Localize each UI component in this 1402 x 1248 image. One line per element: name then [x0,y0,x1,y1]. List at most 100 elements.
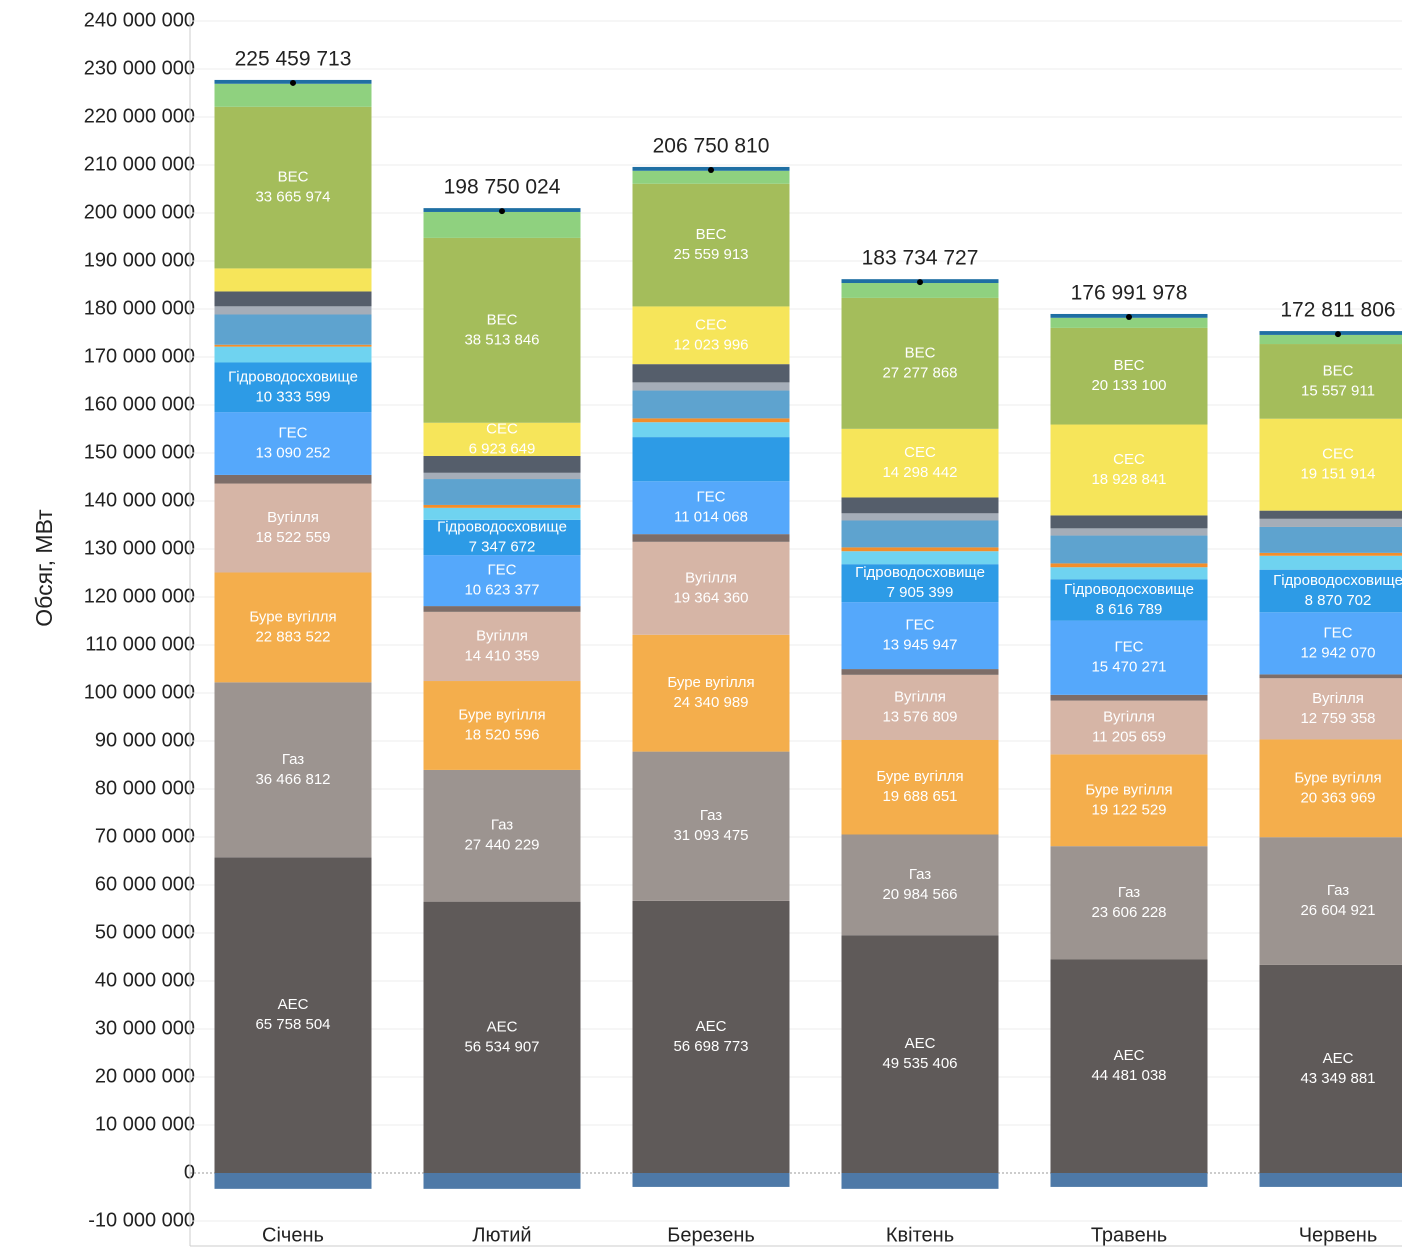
bar-segment [214,346,372,363]
y-tick-label: 210 000 000 [84,153,195,175]
bar-segment [841,739,999,835]
y-tick-label: 160 000 000 [84,393,195,415]
segment-value: 12 942 070 [1300,644,1375,661]
bar-segment [841,1173,999,1189]
bar-segment [632,534,790,542]
y-tick-label: 200 000 000 [84,201,195,223]
segment-value: 20 984 566 [882,886,957,903]
bar-segment [841,520,999,548]
bar-segment [423,611,581,682]
bar-segment [1259,510,1402,519]
segment-value: 19 122 529 [1091,801,1166,818]
total-marker [290,79,296,86]
bar-segment [841,564,999,603]
segment-name: Гідроводосховище [228,368,358,385]
segment-value: 13 576 809 [882,708,957,725]
bar-segment [214,268,372,292]
segment-name: Гідроводосховище [437,518,567,535]
bar-segment [632,418,790,423]
bar-segment [1050,528,1208,536]
y-tick-label: 130 000 000 [84,537,195,559]
y-tick-label: 10 000 000 [95,1113,195,1135]
segment-name: Гідроводосховище [1064,581,1194,598]
segment-value: 11 014 068 [674,509,748,526]
segment-name: Газ [909,866,931,883]
bar-segment [1050,959,1208,1173]
bar-segment [423,1173,581,1189]
bar-segment [423,237,581,423]
x-tick-label: Квітень [886,1224,954,1246]
segment-value: 26 604 921 [1300,902,1375,919]
bar-segment [632,422,790,438]
bar-segment [423,519,581,556]
segment-name: Газ [1118,884,1140,901]
total-marker [499,208,505,215]
bar-segment [214,1173,372,1189]
segment-value: 19 151 914 [1300,466,1375,483]
bar-segment [1050,694,1208,701]
bar-segment [423,455,581,473]
bar-segment [1259,518,1402,527]
x-tick-label: Січень [262,1224,324,1246]
segment-value: 11 205 659 [1092,728,1166,745]
segment-name: Вугілля [1312,690,1364,707]
segment-name: ВЕС [278,169,309,186]
y-tick-label: 100 000 000 [84,681,195,703]
bar-segment [423,555,581,607]
segment-value: 14 298 442 [882,464,957,481]
bar-segment [632,306,790,365]
bar-segment [1259,612,1402,675]
segment-value: 38 513 846 [464,331,539,348]
y-tick-label: 120 000 000 [84,585,195,607]
bar-segment [632,390,790,419]
y-tick-label: 50 000 000 [95,921,195,943]
y-tick-label: 240 000 000 [84,9,195,31]
segment-name: ВЕС [696,226,727,243]
segment-name: Буре вугілля [1085,781,1172,798]
segment-name: ВЕС [1114,357,1145,374]
bar-segment [423,472,581,480]
segment-name: Вугілля [267,509,319,526]
segment-value: 65 758 504 [255,1016,330,1033]
bar-segment [632,634,790,752]
segment-name: ГЕС [1324,624,1353,641]
segment-name: Гідроводосховище [855,564,985,581]
bar-segment [841,551,999,565]
bar-segment [423,479,581,505]
segment-value: 19 364 360 [673,589,748,606]
segment-value: 18 928 841 [1091,471,1166,488]
bar-segment [841,497,999,514]
bar-segment [214,412,372,475]
segment-name: Газ [282,751,304,768]
bar-segment [214,483,372,573]
bar-segment [841,283,999,298]
segment-name: ГЕС [906,617,935,634]
bar-segment [1050,563,1208,568]
bar-segment [1259,526,1402,553]
segment-value: 15 557 911 [1301,382,1375,399]
bar-segment [1259,569,1402,613]
segment-value: 43 349 881 [1300,1070,1375,1087]
segment-name: ВЕС [487,311,518,328]
segment-value: 8 616 789 [1096,601,1163,618]
segment-value: 7 905 399 [887,584,954,601]
bar-segment [423,507,581,520]
y-tick-label: 140 000 000 [84,489,195,511]
bar-segment [1259,334,1402,345]
bar-segment [423,901,581,1173]
y-tick-label: 110 000 000 [85,633,195,655]
segment-value: 20 133 100 [1091,377,1166,394]
segment-value: 27 440 229 [464,837,539,854]
bar-segment [841,297,999,429]
segment-name: СЕС [486,420,518,437]
total-marker [1335,331,1341,338]
bar-segment [214,474,372,484]
bar-segment [1050,327,1208,425]
bar-segment [632,541,790,635]
segment-name: Газ [1327,882,1349,899]
segment-name: ВЕС [1323,362,1354,379]
bar-segment [1050,317,1208,328]
x-tick-label: Травень [1091,1224,1167,1246]
bar-segment [214,682,372,858]
total-label: 198 750 024 [444,176,561,199]
